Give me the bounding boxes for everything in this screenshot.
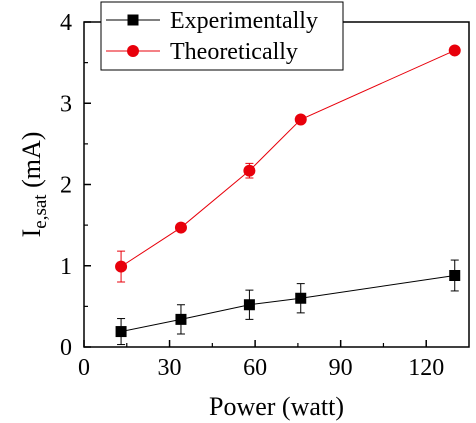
- legend-item: Theoretically: [106, 39, 298, 65]
- legend-label: Theoretically: [170, 39, 298, 65]
- data-point: [243, 164, 256, 177]
- data-point: [115, 326, 127, 338]
- data-point: [175, 313, 187, 325]
- data-point: [243, 299, 255, 311]
- x-axis-ticks: 0 30 60 90 120: [78, 340, 444, 381]
- plot-area: [115, 44, 461, 346]
- y-axis-ticks: 0 1 2 3 4: [60, 10, 91, 361]
- data-point: [448, 44, 461, 57]
- y-tick-label: 0: [60, 335, 72, 361]
- data-point: [449, 270, 461, 281]
- y-tick-label: 3: [60, 91, 72, 117]
- axes: [83, 21, 470, 348]
- plot-frame: [83, 21, 470, 348]
- x-tick-label: 120: [408, 355, 444, 381]
- legend: Experimentally Theoretically: [100, 1, 344, 71]
- data-point: [115, 260, 128, 273]
- y-tick-label: 4: [60, 10, 72, 36]
- data-point: [174, 221, 187, 234]
- x-tick-label: 0: [78, 355, 90, 381]
- series-theoretically: [115, 44, 461, 283]
- series-experimentally: [115, 259, 461, 346]
- series-line: [120, 49, 455, 267]
- y-tick-label: 1: [60, 254, 72, 280]
- x-axis-title: Power (watt): [209, 392, 344, 421]
- y-axis-title: Ie,sat (mA): [17, 132, 51, 238]
- legend-item: Experimentally: [106, 8, 318, 34]
- y-axis-title-unit: (mA): [17, 132, 46, 195]
- x-tick-label: 60: [243, 355, 267, 381]
- legend-label: Experimentally: [170, 8, 318, 34]
- series-line: [120, 275, 455, 333]
- y-axis-title-subscript: e,sat: [30, 194, 51, 229]
- y-axis-title-main: I: [17, 229, 46, 238]
- legend-marker: [127, 45, 139, 57]
- legend-marker: [127, 14, 139, 26]
- data-point: [294, 113, 307, 126]
- y-tick-label: 2: [60, 173, 72, 199]
- x-tick-label: 90: [329, 355, 353, 381]
- data-point: [295, 292, 307, 304]
- legend-box: [100, 1, 344, 71]
- x-tick-label: 30: [158, 355, 182, 381]
